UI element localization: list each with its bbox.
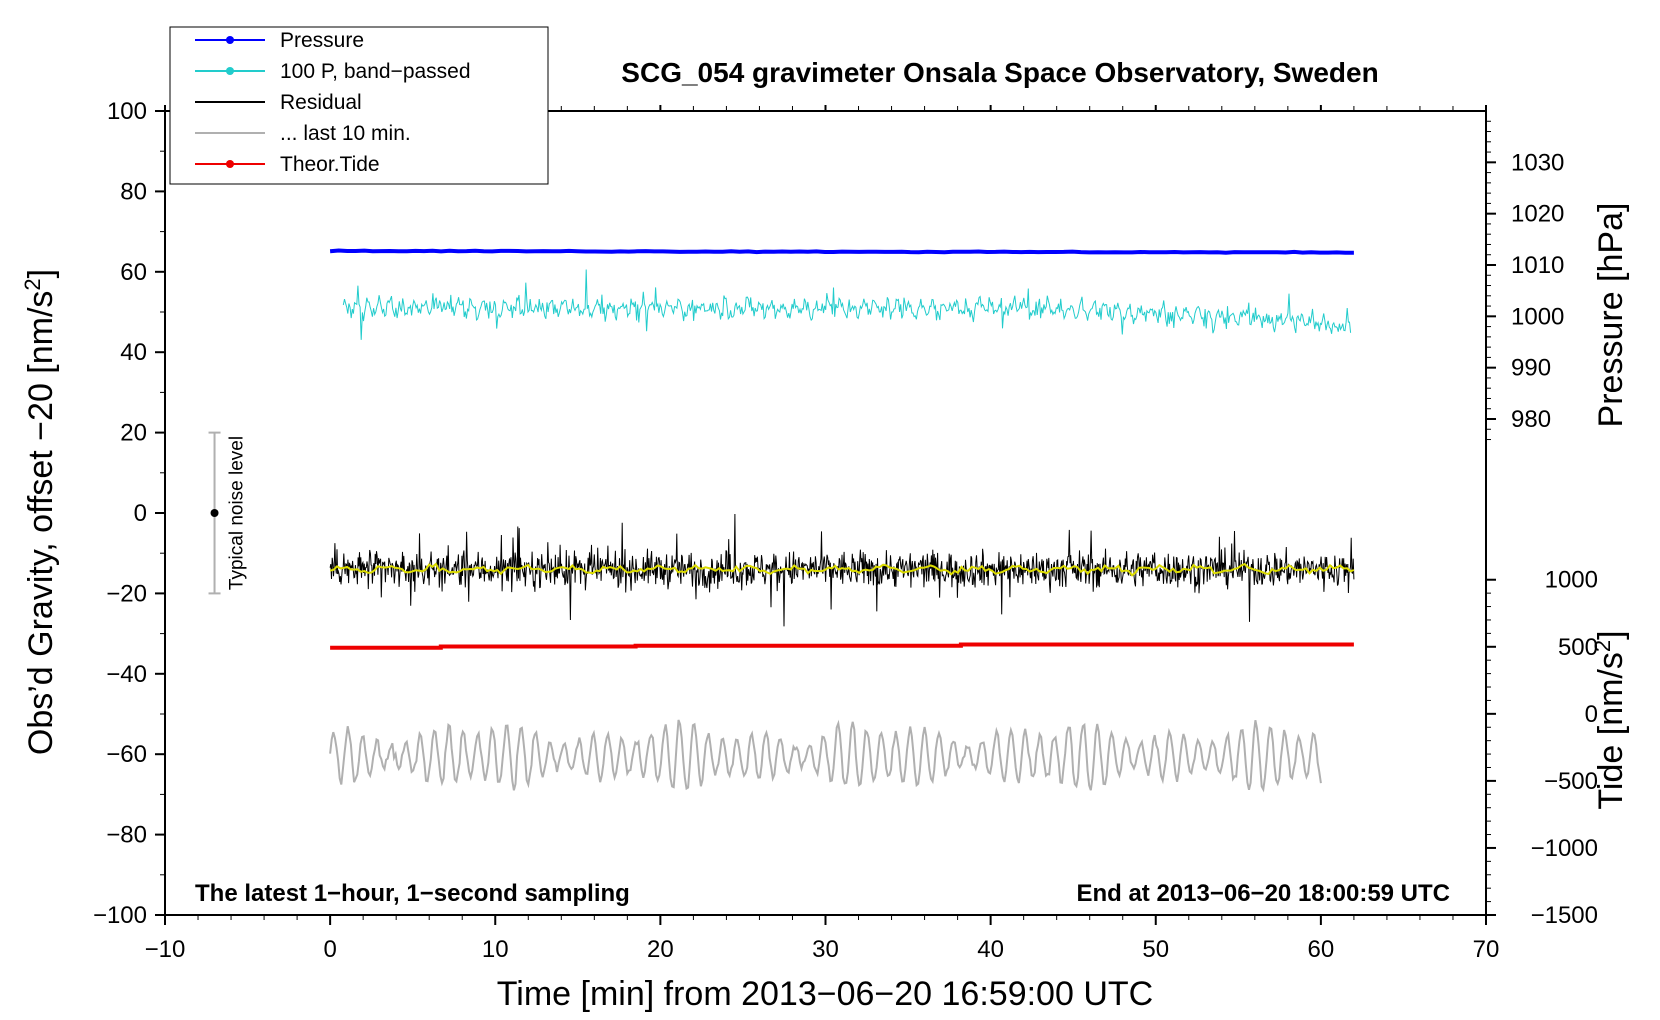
legend-marker [226, 67, 234, 75]
x-tick-label: 30 [812, 936, 839, 963]
legend-box [169, 26, 549, 185]
tide-tick-label: 0 [1585, 701, 1598, 728]
legend-label: Theor.Tide [280, 153, 380, 176]
y-tick-label: 40 [120, 339, 147, 366]
noise-level-label: Typical noise level [227, 436, 248, 590]
tide-tick-label: −1000 [1531, 835, 1598, 862]
series-layer [329, 248, 1355, 793]
y-axis-pressure: 980 990 1000 1010 1020 1030 [1486, 120, 1564, 441]
note-left: The latest 1−hour, 1−second sampling [195, 880, 630, 907]
series-pressure [329, 248, 1354, 255]
y-tick-label: 20 [120, 420, 147, 447]
x-axis: −10 0 10 20 30 40 50 60 70 [145, 105, 1500, 963]
legend-label: 100 P, band−passed [280, 60, 471, 83]
tide-tick-label: 1000 [1545, 567, 1598, 594]
series-theoretical-tide [330, 642, 1354, 650]
x-tick-label: 10 [482, 936, 509, 963]
tide-tick-label: 500 [1558, 634, 1598, 661]
y-tick-label: 100 [107, 98, 147, 125]
x-tick-label: 0 [323, 936, 336, 963]
y-axis-left-label-end: ] [22, 269, 60, 278]
plot-frame [164, 110, 1487, 916]
x-tick-label: 40 [977, 936, 1004, 963]
y-tick-label: 60 [120, 259, 147, 286]
y-tick-label: −20 [106, 580, 147, 607]
x-tick-label: 60 [1308, 936, 1335, 963]
pressure-axis-label: Pressure [hPa] [1592, 203, 1630, 428]
noise-bar-center-dot [210, 509, 219, 517]
pressure-tick-label: 1030 [1511, 149, 1564, 176]
series-pressure-bandpassed [342, 269, 1352, 340]
x-tick-label: −10 [145, 936, 186, 963]
legend-label: Residual [280, 91, 362, 114]
pressure-tick-label: 1020 [1511, 201, 1564, 228]
y-tick-label: −80 [106, 822, 147, 849]
pressure-tick-label: 1010 [1511, 252, 1564, 279]
note-right: End at 2013−06−20 18:00:59 UTC [1076, 880, 1450, 907]
tide-axis-label-end: ] [1592, 630, 1630, 639]
tide-axis-label: Tide [nm/s2] [1590, 630, 1630, 809]
x-tick-label: 50 [1142, 936, 1169, 963]
y-axis-left-label: Obs’d Gravity, offset −20 [nm/s2] [20, 269, 60, 755]
y-axis-tide: −1500 −1000 −500 0 500 1000 [1486, 567, 1598, 929]
y-tick-label: −60 [106, 741, 147, 768]
x-tick-label: 70 [1473, 936, 1500, 963]
y-axis-left-label-sup: 2 [20, 278, 45, 290]
y-tick-label: 80 [120, 178, 147, 205]
legend-label: Pressure [280, 29, 364, 52]
x-tick-label: 20 [647, 936, 674, 963]
tide-axis-label-main: Tide [nm/s [1592, 652, 1630, 809]
pressure-tick-label: 980 [1511, 406, 1551, 433]
tide-tick-label: −1500 [1531, 902, 1598, 929]
series-residual [329, 513, 1355, 627]
chart-title: SCG_054 gravimeter Onsala Space Observat… [621, 57, 1378, 88]
series-last-10-min [329, 719, 1322, 793]
series-residual-smoothed [329, 562, 1355, 577]
legend-marker [226, 36, 234, 44]
tide-tick-label: −500 [1544, 768, 1598, 795]
y-axis-gravity: −100 −80 −60 −40 −20 0 20 40 60 80 100 [93, 98, 165, 929]
legend-label: ... last 10 min. [280, 122, 411, 145]
pressure-tick-label: 990 [1511, 355, 1551, 382]
pressure-tick-label: 1000 [1511, 303, 1564, 330]
legend: Pressure 100 P, band−passed Residual ... la… [169, 26, 549, 185]
noise-level-bar [208, 431, 221, 595]
tide-axis-label-sup: 2 [1590, 640, 1615, 652]
y-tick-label: 0 [134, 500, 147, 527]
y-tick-label: −100 [93, 902, 147, 929]
y-axis-left-label-main: Obs’d Gravity, offset −20 [nm/s [22, 291, 60, 756]
y-tick-label: −40 [106, 661, 147, 688]
x-axis-label: Time [min] from 2013−06−20 16:59:00 UTC [497, 975, 1153, 1013]
legend-marker [226, 160, 234, 168]
